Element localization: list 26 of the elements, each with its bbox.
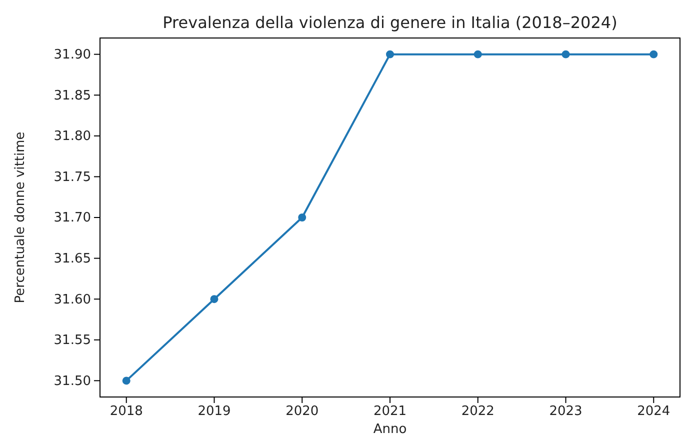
point: [298, 214, 306, 222]
x-tick-label: 2024: [637, 404, 670, 420]
x-tick-label: 2018: [110, 404, 143, 420]
x-tick-label: 2023: [549, 404, 582, 420]
y-tick-label: 31.55: [54, 333, 91, 348]
y-tick-label: 31.80: [54, 129, 91, 144]
x-tick-label: 2019: [198, 404, 231, 420]
y-tick-label: 31.60: [54, 292, 91, 308]
x-tick-label: 2022: [461, 404, 494, 420]
y-tick-label: 31.65: [54, 251, 91, 266]
chart-title: Prevalenza della violenza di genere in Italia (2018–2024): [162, 13, 618, 32]
point: [122, 376, 130, 385]
y-tick-label: 31.75: [54, 170, 91, 185]
y-tick-label: 31.70: [54, 210, 91, 226]
point: [650, 50, 658, 58]
y-tick-label: 31.90: [54, 47, 91, 62]
point: [386, 50, 394, 58]
y-tick-label: 31.50: [54, 374, 91, 389]
x-tick-label: 2021: [373, 404, 407, 420]
x-tick-label: 2020: [286, 404, 319, 420]
y-axis-title: Percentuale donne vittime: [13, 132, 28, 304]
point: [210, 295, 218, 304]
x-axis-title: Anno: [373, 422, 407, 437]
y-tick-label: 31.85: [54, 88, 91, 104]
point: [562, 50, 570, 58]
point: [474, 50, 482, 58]
